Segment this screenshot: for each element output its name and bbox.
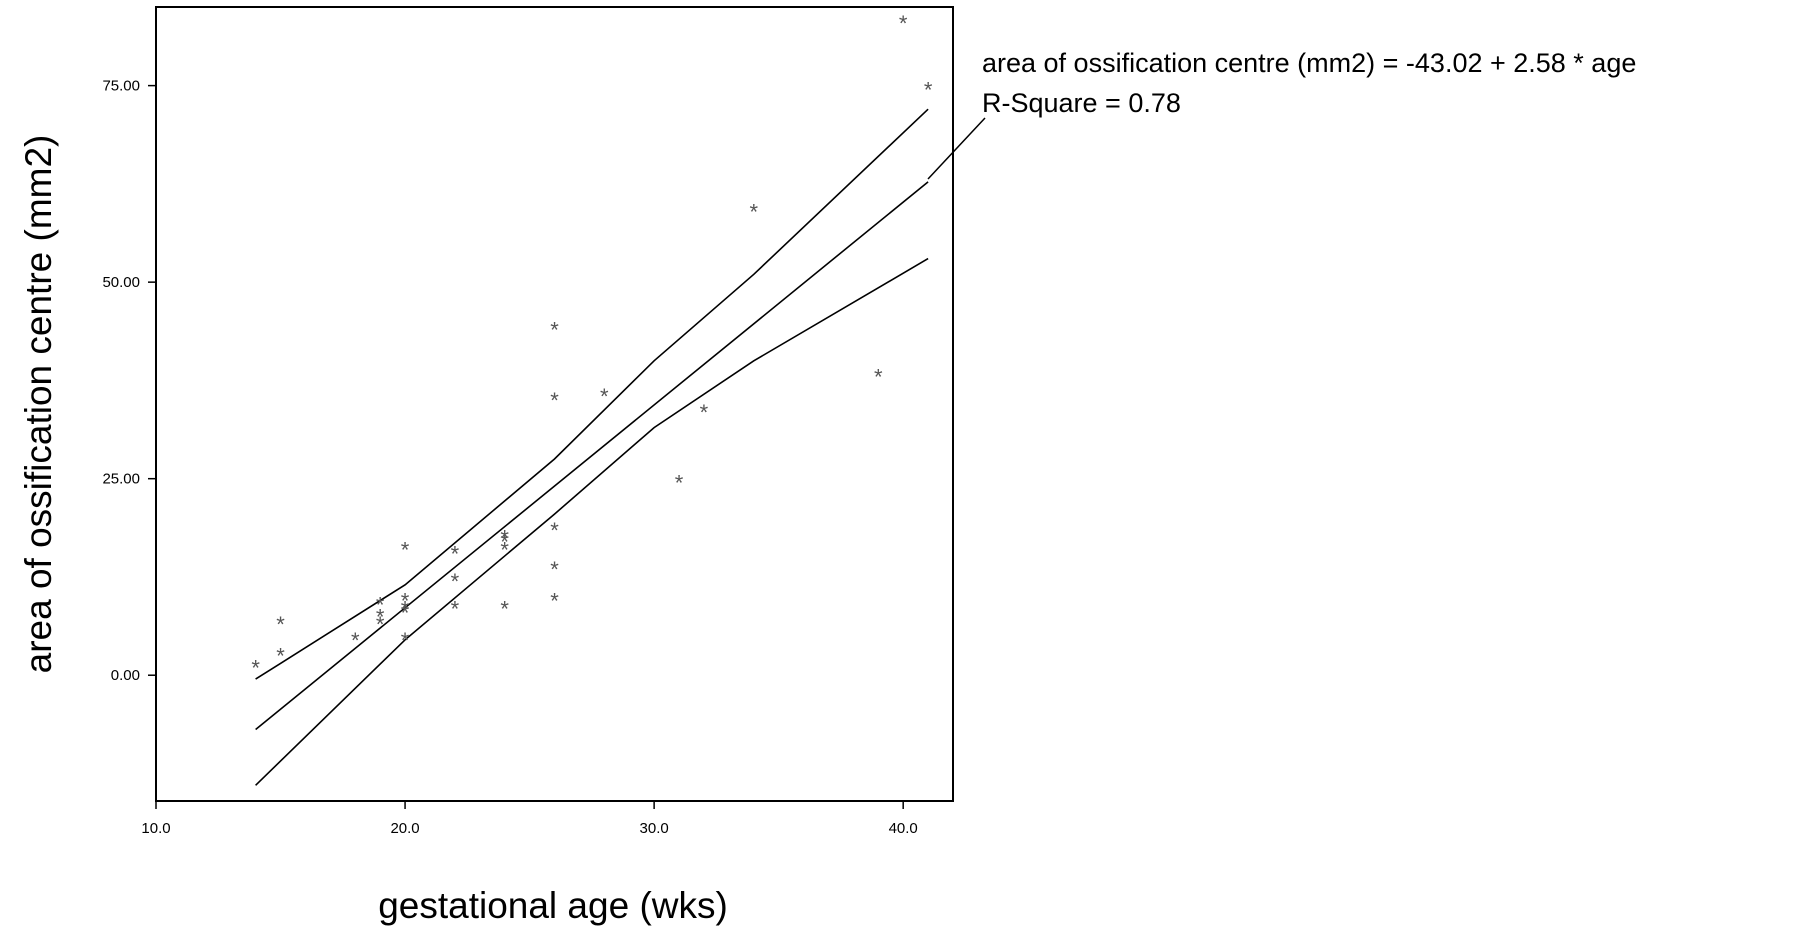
- data-point: *: [351, 628, 360, 653]
- data-point: *: [401, 628, 410, 653]
- y-tick-label: 75.00: [102, 78, 140, 95]
- confidence-band-upper: [255, 108, 929, 680]
- data-point: *: [451, 541, 460, 566]
- x-axis-ticks: 10.0 20.0 30.0 40.0: [141, 801, 918, 837]
- y-tick-label: 25.00: [102, 471, 140, 488]
- data-point: *: [700, 400, 709, 425]
- data-point: *: [924, 78, 933, 103]
- x-tick-label: 10.0: [141, 820, 170, 837]
- confidence-bands: [255, 108, 929, 786]
- data-point: *: [550, 317, 559, 342]
- data-point: *: [500, 596, 509, 621]
- data-point: *: [376, 604, 385, 629]
- plot-frame: [155, 6, 954, 802]
- data-points: * ******************************: [251, 11, 932, 681]
- data-point: *: [550, 589, 559, 614]
- regression-line-group: [255, 181, 929, 731]
- confidence-band-lower: [255, 257, 929, 786]
- regression-equation: area of ossification centre (mm2) = -43.…: [982, 48, 1636, 78]
- data-point: *: [401, 589, 410, 614]
- data-point: *: [500, 530, 509, 555]
- annotation-leader-line: [927, 117, 986, 180]
- data-point: *: [675, 471, 684, 496]
- x-axis-title: gestational age (wks): [378, 885, 728, 926]
- x-tick-label: 30.0: [640, 820, 669, 837]
- data-point: *: [401, 596, 410, 621]
- data-point: *: [500, 526, 509, 551]
- x-tick-label: 40.0: [889, 820, 918, 837]
- data-point: *: [276, 644, 285, 669]
- data-point: *: [600, 384, 609, 409]
- data-point: *: [401, 538, 410, 563]
- data-point: *: [550, 518, 559, 543]
- data-point: *: [251, 655, 260, 680]
- data-point: *: [401, 600, 410, 625]
- data-point: *: [500, 538, 509, 563]
- data-point: *: [451, 596, 460, 621]
- r-square-label: R-Square = 0.78: [982, 88, 1181, 118]
- regression-line: [255, 181, 929, 731]
- y-tick-label: 50.00: [102, 274, 140, 291]
- data-point: *: [899, 11, 908, 36]
- data-point: *: [376, 612, 385, 637]
- y-axis-title: area of ossification centre (mm2): [18, 135, 59, 674]
- y-tick-label: 0.00: [111, 667, 140, 684]
- y-axis-ticks: 0.00 25.00 50.00 75.00: [102, 78, 156, 684]
- data-point: *: [874, 365, 883, 390]
- data-point: *: [749, 199, 758, 224]
- data-point: *: [550, 388, 559, 413]
- data-point: *: [276, 612, 285, 637]
- data-point: *: [550, 557, 559, 582]
- data-point: *: [376, 593, 385, 618]
- data-point: *: [451, 569, 460, 594]
- x-tick-label: 20.0: [390, 820, 419, 837]
